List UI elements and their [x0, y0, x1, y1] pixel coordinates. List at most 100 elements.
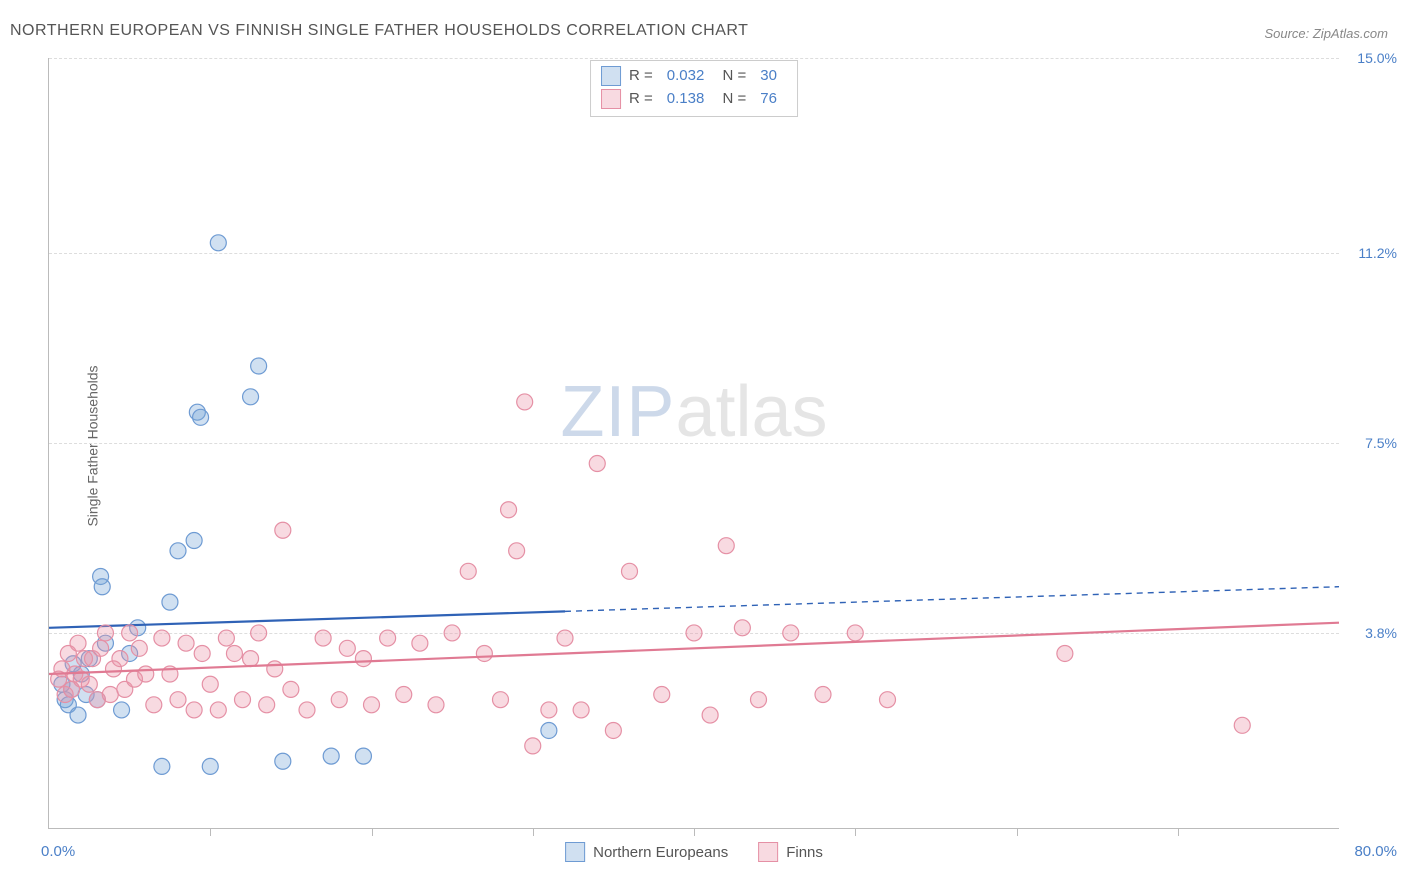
data-point-finns — [460, 563, 476, 579]
data-point-finns — [146, 697, 162, 713]
data-point-finns — [686, 625, 702, 641]
data-point-finns — [186, 702, 202, 718]
data-point-finns — [573, 702, 589, 718]
data-point-finns — [178, 635, 194, 651]
data-point-finns — [131, 640, 147, 656]
data-point-finns — [299, 702, 315, 718]
data-point-northern — [323, 748, 339, 764]
data-point-finns — [525, 738, 541, 754]
data-point-northern — [114, 702, 130, 718]
y-tick-label: 11.2% — [1358, 245, 1397, 261]
data-point-finns — [331, 692, 347, 708]
data-point-finns — [880, 692, 896, 708]
stats-row-northern: R =0.032 N =30 — [601, 65, 783, 88]
legend-swatch-finns — [758, 842, 778, 862]
data-point-finns — [283, 681, 299, 697]
data-point-northern — [210, 235, 226, 251]
y-tick-label: 3.8% — [1365, 625, 1397, 641]
data-point-finns — [81, 676, 97, 692]
data-point-finns — [275, 522, 291, 538]
data-point-finns — [202, 676, 218, 692]
data-point-finns — [589, 456, 605, 472]
stats-swatch-finns — [601, 89, 621, 109]
stats-r-label: R = — [629, 65, 653, 88]
data-point-finns — [541, 702, 557, 718]
data-point-finns — [622, 563, 638, 579]
data-point-northern — [94, 579, 110, 595]
data-point-finns — [396, 687, 412, 703]
stats-n-label: N = — [718, 88, 746, 111]
correlation-stats-box: R =0.032 N =30R =0.138 N =76 — [590, 60, 798, 117]
data-point-finns — [210, 702, 226, 718]
data-point-northern — [70, 707, 86, 723]
source-prefix: Source: — [1264, 26, 1312, 41]
data-point-finns — [1057, 645, 1073, 661]
stats-r-value-northern: 0.032 — [667, 65, 705, 88]
data-point-finns — [501, 502, 517, 518]
data-point-finns — [102, 687, 118, 703]
source-name: ZipAtlas.com — [1313, 26, 1388, 41]
stats-swatch-northern — [601, 66, 621, 86]
data-point-finns — [380, 630, 396, 646]
data-point-finns — [315, 630, 331, 646]
data-point-finns — [654, 687, 670, 703]
data-point-finns — [517, 394, 533, 410]
plot-svg — [49, 58, 1339, 828]
x-tick — [533, 828, 534, 836]
data-point-northern — [193, 409, 209, 425]
data-point-finns — [444, 625, 460, 641]
data-point-finns — [509, 543, 525, 559]
legend-item-northern: Northern Europeans — [565, 842, 728, 862]
data-point-finns — [557, 630, 573, 646]
stats-r-value-finns: 0.138 — [667, 88, 705, 111]
data-point-finns — [605, 722, 621, 738]
data-point-finns — [364, 697, 380, 713]
scatter-plot-area: ZIPatlas R =0.032 N =30R =0.138 N =76 0.… — [48, 58, 1339, 829]
data-point-northern — [251, 358, 267, 374]
data-point-finns — [170, 692, 186, 708]
data-point-finns — [493, 692, 509, 708]
data-point-finns — [847, 625, 863, 641]
data-point-finns — [218, 630, 234, 646]
x-axis-max-label: 80.0% — [1354, 843, 1397, 860]
stats-row-finns: R = 0.138 N = 76 — [601, 88, 783, 111]
series-legend: Northern Europeans Finns — [565, 842, 823, 862]
data-point-finns — [783, 625, 799, 641]
data-point-finns — [1234, 717, 1250, 733]
chart-title: NORTHERN EUROPEAN VS FINNISH SINGLE FATH… — [10, 22, 748, 40]
data-point-finns — [428, 697, 444, 713]
y-tick-label: 7.5% — [1365, 435, 1397, 451]
legend-item-finns: Finns — [758, 842, 823, 862]
data-point-finns — [815, 687, 831, 703]
stats-n-value-finns: 76 — [760, 88, 777, 111]
data-point-northern — [202, 758, 218, 774]
data-point-finns — [718, 538, 734, 554]
data-point-northern — [243, 389, 259, 405]
data-point-northern — [186, 533, 202, 549]
data-point-finns — [243, 651, 259, 667]
x-tick — [210, 828, 211, 836]
data-point-northern — [541, 722, 557, 738]
x-tick — [372, 828, 373, 836]
legend-label-finns: Finns — [786, 844, 823, 861]
data-point-finns — [339, 640, 355, 656]
data-point-finns — [138, 666, 154, 682]
stats-r-label: R = — [629, 88, 653, 111]
legend-swatch-northern — [565, 842, 585, 862]
data-point-finns — [112, 651, 128, 667]
legend-label-northern: Northern Europeans — [593, 844, 728, 861]
data-point-finns — [412, 635, 428, 651]
data-point-northern — [162, 594, 178, 610]
data-point-finns — [751, 692, 767, 708]
stats-n-label: N = — [718, 65, 746, 88]
data-point-northern — [355, 748, 371, 764]
x-tick — [694, 828, 695, 836]
source-attribution: Source: ZipAtlas.com — [1264, 26, 1388, 41]
data-point-finns — [267, 661, 283, 677]
data-point-finns — [251, 625, 267, 641]
trend-line-northern-extrapolated — [565, 587, 1339, 612]
data-point-finns — [476, 645, 492, 661]
x-tick — [855, 828, 856, 836]
data-point-finns — [226, 645, 242, 661]
data-point-northern — [275, 753, 291, 769]
